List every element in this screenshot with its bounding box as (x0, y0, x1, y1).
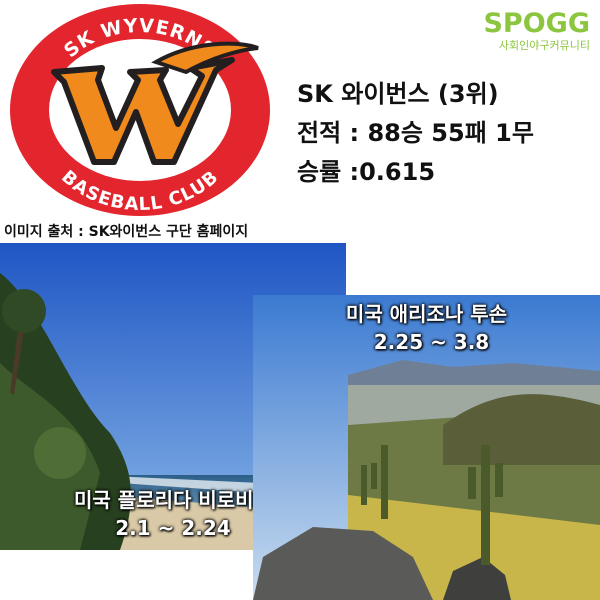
arizona-caption: 미국 애리조나 투손 2.25 ~ 3.8 (253, 300, 600, 356)
arizona-desert-photo (253, 295, 600, 600)
florida-place: 미국 플로리다 비로비치 (74, 488, 272, 512)
team-name-rank: SK 와이번스 (3위) (297, 80, 499, 108)
florida-dates: 2.1 ~ 2.24 (115, 516, 231, 540)
brand-name: SPOGG (483, 8, 590, 39)
sk-wyverns-logo: SK WYVERNS BASEBALL CLUB (6, 0, 278, 220)
team-record: 전적 : 88승 55패 1무 (297, 119, 534, 147)
spogg-brand: SPOGG 사회인야구커뮤니티 (483, 10, 590, 54)
brand-subtitle: 사회인야구커뮤니티 (498, 39, 590, 52)
team-stats: SK 와이번스 (3위) 전적 : 88승 55패 1무 승률 :0.615 (297, 75, 534, 192)
team-winrate: 승률 :0.615 (297, 158, 436, 186)
image-source-note: 이미지 출처 : SK와이번스 구단 홈페이지 (4, 224, 249, 240)
arizona-place: 미국 애리조나 투손 (345, 302, 508, 326)
arizona-dates: 2.25 ~ 3.8 (373, 330, 490, 354)
florida-caption: 미국 플로리다 비로비치 2.1 ~ 2.24 (0, 486, 346, 542)
